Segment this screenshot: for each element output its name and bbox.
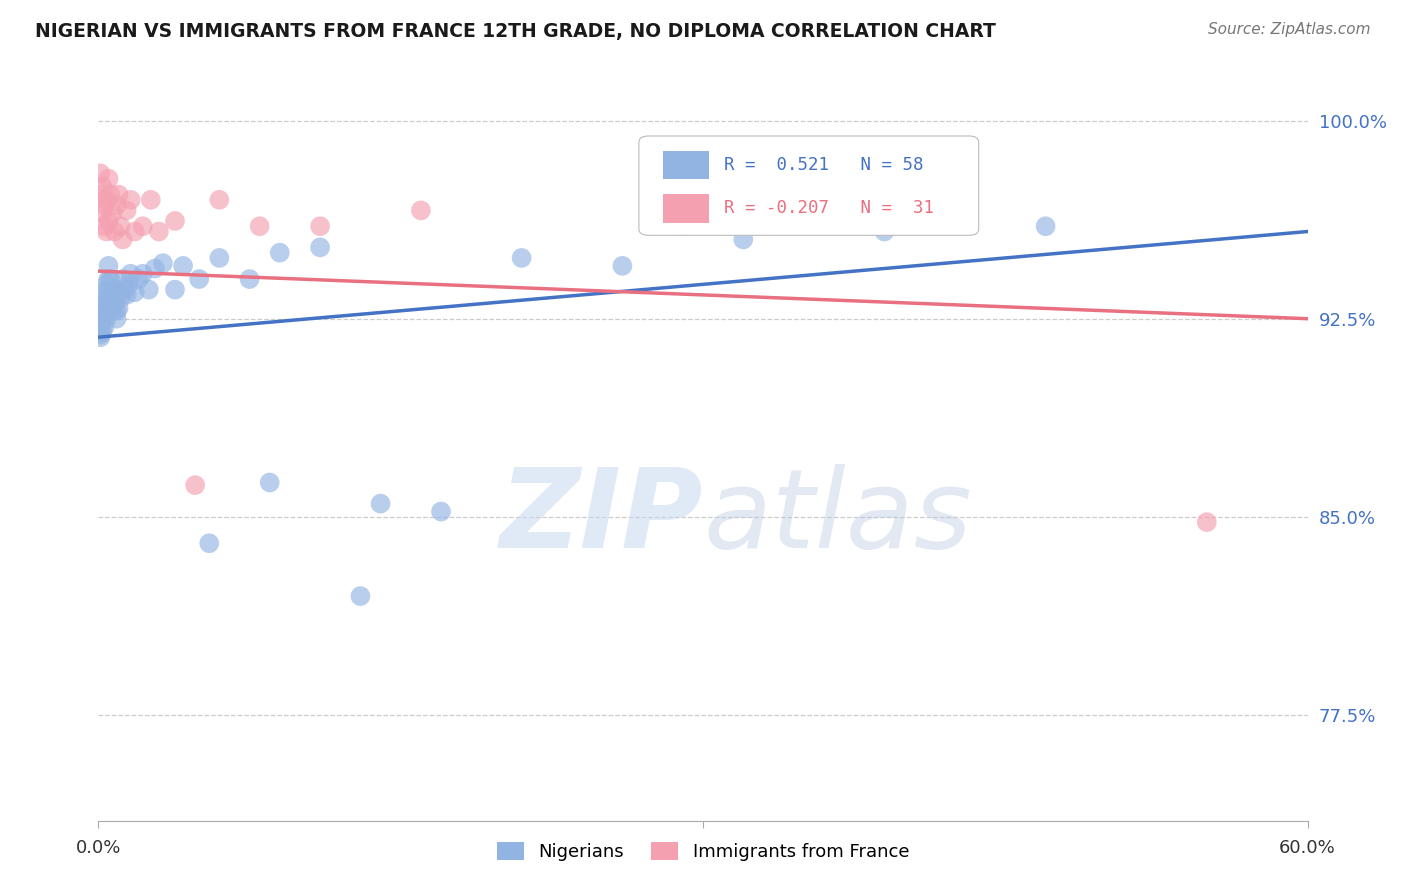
Point [89,319,111,334]
Point [733,232,755,246]
Point [132,267,155,281]
Point [101,303,124,318]
Point [107,301,129,315]
Point [128,272,150,286]
Point [510,251,533,265]
Point [120,267,142,281]
Point [349,589,371,603]
Point [89,322,111,336]
Point [93,309,115,323]
Point [132,219,155,234]
Point [100,272,122,286]
Point [96,225,118,239]
Point [124,225,146,239]
Point [91,303,114,318]
Point [91,285,114,300]
Point [89,330,111,344]
Text: Source: ZipAtlas.com: Source: ZipAtlas.com [1208,22,1371,37]
Point [97,259,120,273]
Point [1035,219,1057,234]
Point [91,298,114,312]
Point [139,193,162,207]
Point [96,298,118,312]
Point [91,311,114,326]
Point [148,225,170,239]
Text: ZIP: ZIP [499,464,703,571]
Text: NIGERIAN VS IMMIGRANTS FROM FRANCE 12TH GRADE, NO DIPLOMA CORRELATION CHART: NIGERIAN VS IMMIGRANTS FROM FRANCE 12TH … [35,22,995,41]
Point [93,319,115,334]
Point [91,325,114,339]
Point [409,203,432,218]
FancyBboxPatch shape [638,136,979,235]
Point [96,277,118,292]
Point [138,283,160,297]
Point [96,193,118,207]
Point [143,261,166,276]
Point [101,206,124,220]
Point [97,171,120,186]
Point [93,293,115,308]
Legend: Nigerians, Immigrants from France: Nigerians, Immigrants from France [489,835,917,869]
Point [120,193,142,207]
Point [111,272,134,286]
Point [208,193,231,207]
Point [107,187,129,202]
Point [430,504,453,518]
Point [163,283,186,297]
Point [107,285,129,300]
Point [172,259,194,273]
Text: atlas: atlas [703,464,972,571]
Point [91,179,114,194]
Point [163,214,186,228]
Point [184,478,207,492]
Point [309,219,332,234]
Point [612,259,634,273]
Bar [664,194,709,223]
Point [103,225,125,239]
Point [105,198,128,212]
Point [89,166,111,180]
Point [111,232,134,246]
Point [103,283,125,297]
Point [309,240,332,254]
Point [91,206,114,220]
Point [96,311,118,326]
Point [89,187,111,202]
Point [100,187,122,202]
Point [188,272,211,286]
Point [89,327,111,342]
Point [269,245,291,260]
Point [1195,515,1218,529]
Point [97,214,120,228]
Point [239,272,262,286]
Point [100,291,122,305]
Point [97,272,120,286]
Point [370,497,392,511]
Point [124,285,146,300]
Point [93,198,115,212]
Point [873,225,896,239]
Point [198,536,221,550]
Point [93,219,115,234]
Point [152,256,174,270]
Point [208,251,231,265]
Point [103,298,125,312]
Point [110,291,132,305]
Point [118,277,141,292]
Point [89,314,111,328]
Bar [664,151,709,179]
Point [101,288,124,302]
Point [115,288,138,302]
Point [110,219,132,234]
Text: R =  0.521   N = 58: R = 0.521 N = 58 [724,156,924,174]
Point [259,475,281,490]
Point [105,303,128,318]
Point [115,203,138,218]
Point [97,285,120,300]
Text: R = -0.207   N =  31: R = -0.207 N = 31 [724,199,934,218]
Point [105,311,128,326]
Point [672,219,695,234]
Point [249,219,271,234]
Point [114,283,136,297]
